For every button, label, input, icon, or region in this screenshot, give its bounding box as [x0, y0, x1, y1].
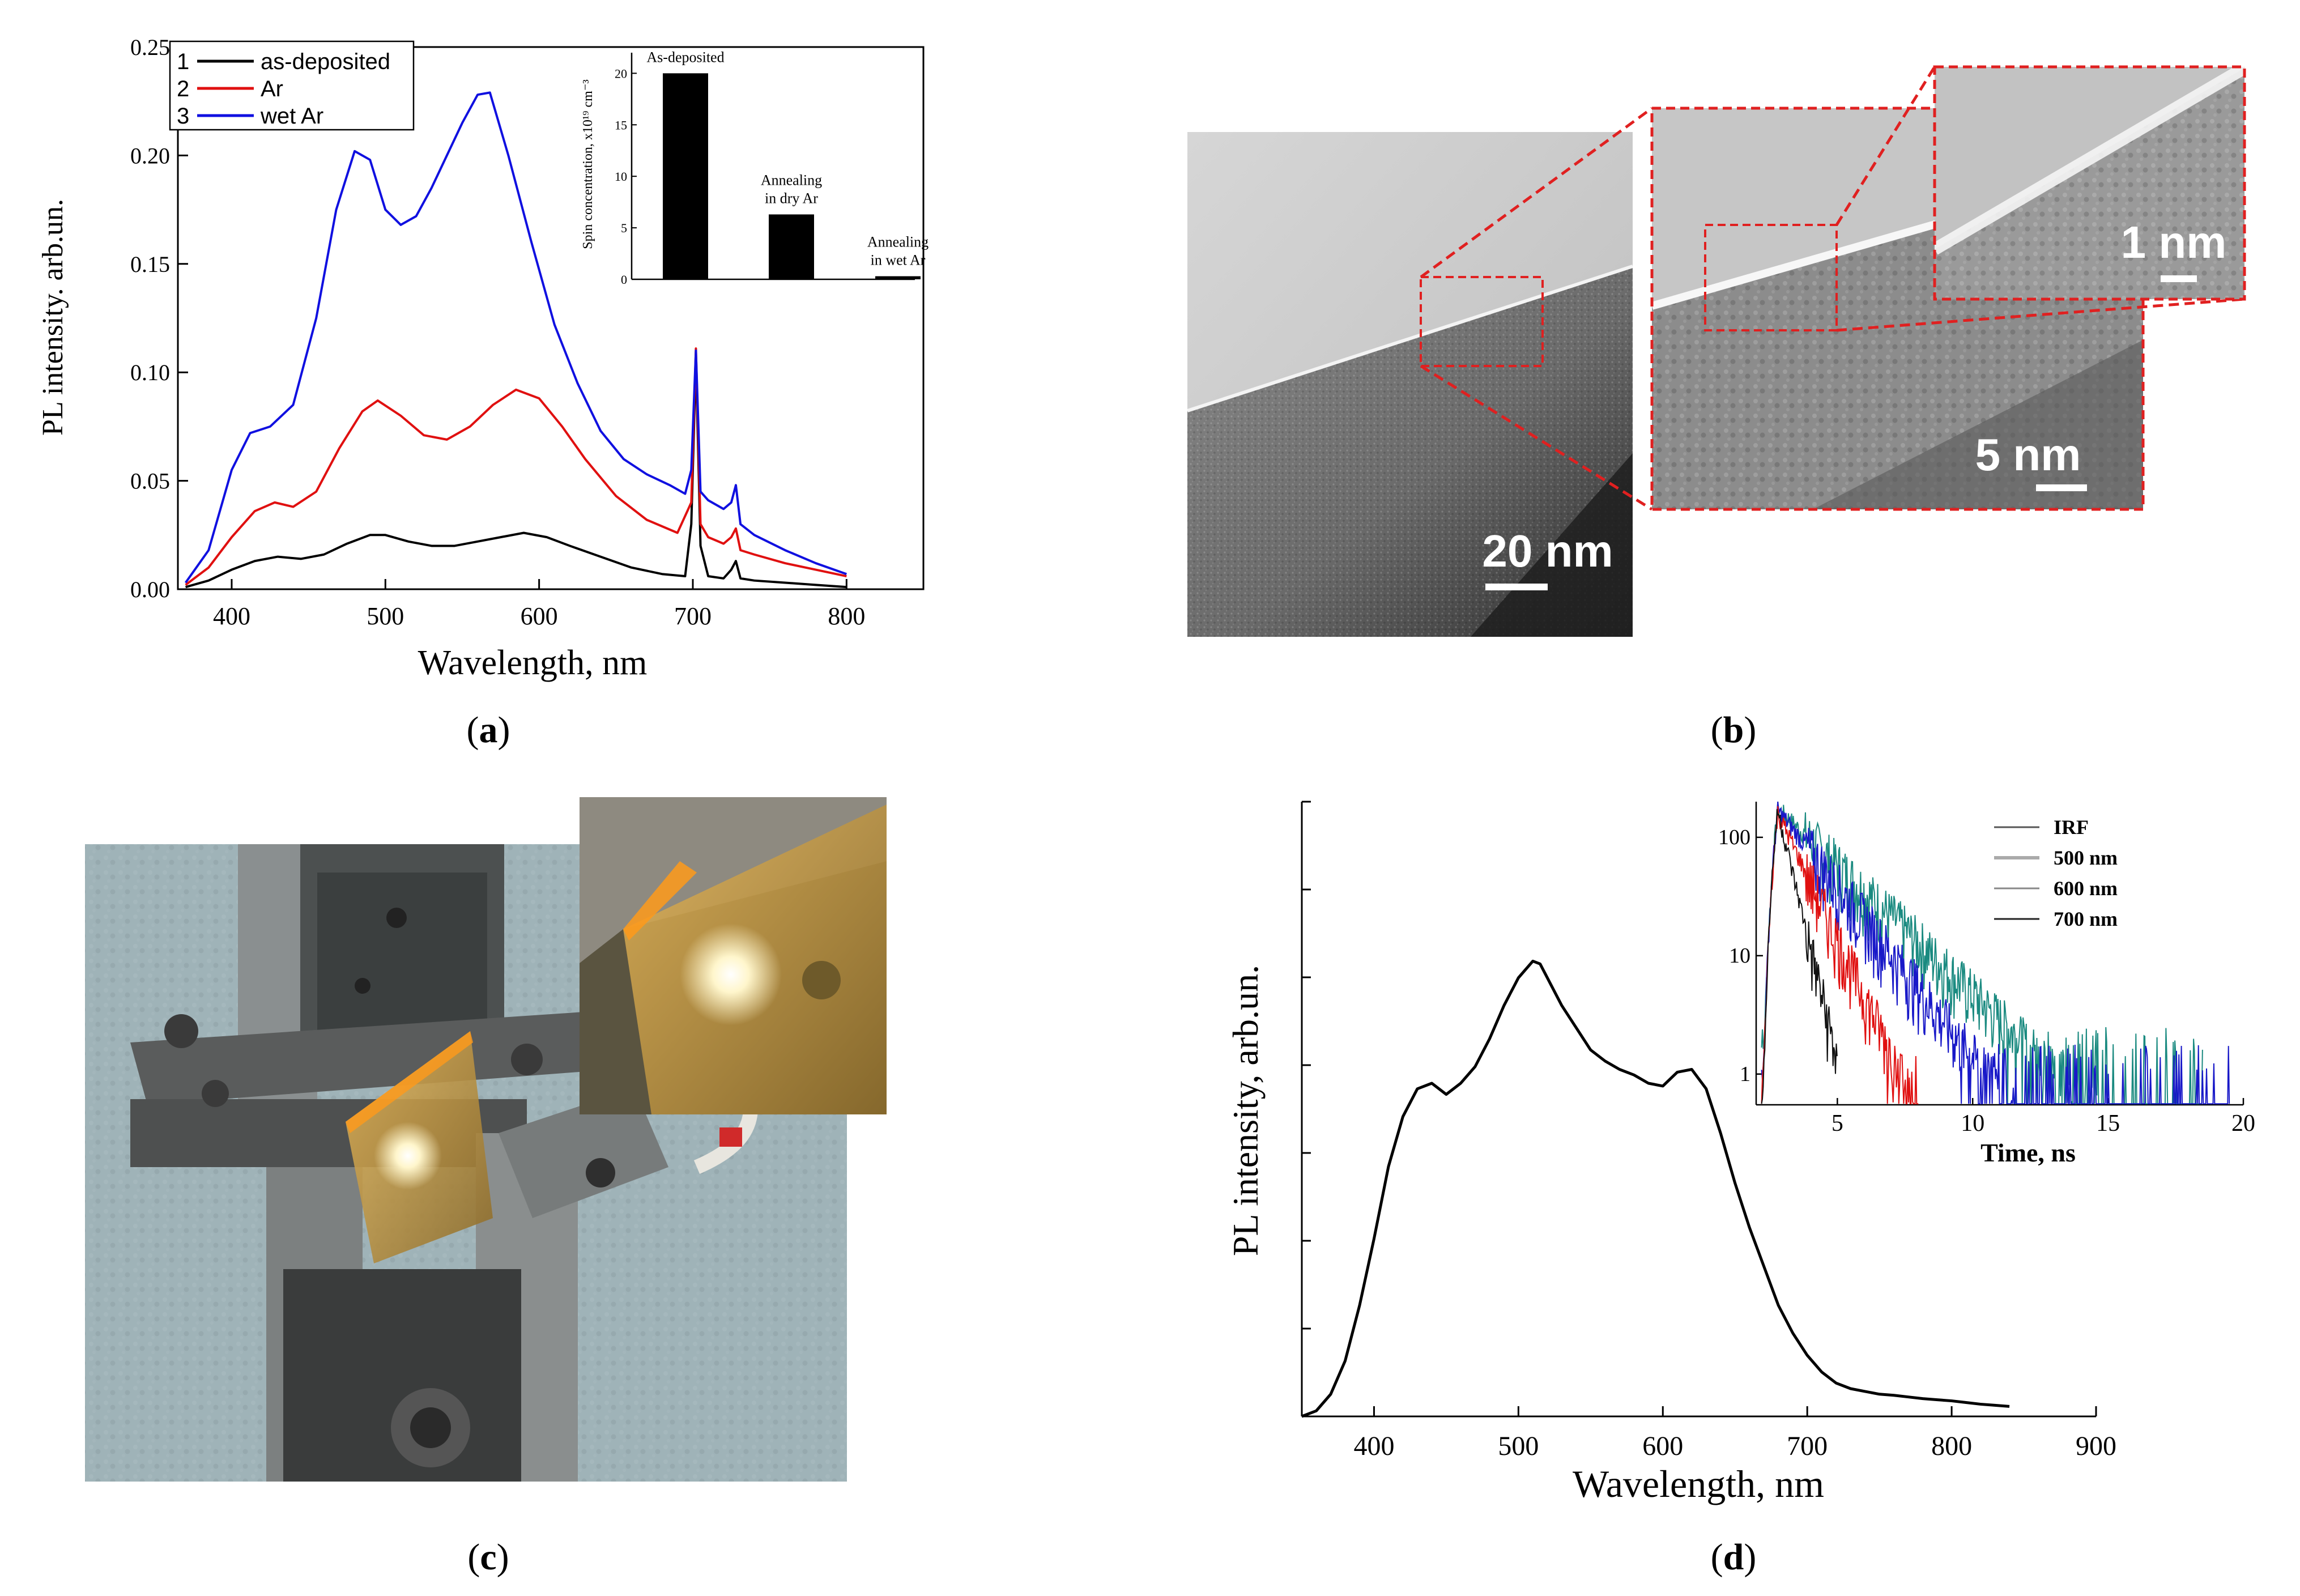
d-inset-series-500-nm [1761, 806, 1919, 1105]
a-ytick-label: 0.05 [130, 469, 170, 494]
a-inset-bar-label: in wet Ar [871, 252, 926, 269]
c-photo-inset [580, 797, 887, 1114]
a-legend-label: wet Ar [260, 104, 323, 129]
b-zoom-frame-1 [1650, 107, 2145, 511]
a-xtick-label: 500 [367, 602, 404, 630]
a-ylabel: PL intensity. arb.un. [37, 199, 69, 436]
d-xtick-label: 900 [2076, 1431, 2116, 1461]
a-axis-ticks: 400 500 600 700 800 0.00 0.05 0.10 0.15 0.20 0.25 [130, 35, 865, 630]
b-zoom-frame-2 [1933, 65, 2246, 301]
d-inset-xlabel: Time, ns [1980, 1138, 2076, 1167]
d-inset-legend-label: IRF [2054, 816, 2089, 839]
a-inset-ytick-label: 0 [621, 273, 627, 287]
d-inset-legend-label: 700 nm [2054, 908, 2118, 930]
panel-label-a: (a) [467, 709, 510, 751]
a-inset-bar [769, 214, 814, 279]
b-zoom-connector-top [1420, 107, 1653, 279]
b-scale-20nm-bar [1485, 584, 1548, 590]
panel-label-b: (b) [1711, 709, 1757, 751]
d-inset-xtick-label: 10 [1961, 1110, 1984, 1137]
a-ytick-label: 0.25 [130, 35, 170, 60]
d-series-lines [1301, 959, 2010, 1418]
d-xtick-label: 700 [1787, 1431, 1828, 1461]
a-inset-ytick-label: 10 [615, 169, 627, 184]
d-inset-ytick-label: 1 [1740, 1062, 1750, 1086]
d-xtick-label: 600 [1642, 1431, 1683, 1461]
d-xtick-label: 800 [1931, 1431, 1972, 1461]
b-tem-image-main [1187, 132, 1633, 637]
b-tem-image-hr [1935, 67, 2244, 299]
a-legend-label: as-deposited [261, 49, 390, 74]
a-legend-number: 2 [177, 76, 189, 101]
d-inset-xtick-label: 15 [2096, 1110, 2120, 1137]
a-inset-ytick-label: 15 [615, 118, 627, 132]
a-xlabel: Wavelength, nm [418, 644, 648, 682]
a-xtick-label: 400 [213, 602, 250, 630]
a-series-as-deposited [185, 358, 847, 589]
d-xtick-label: 400 [1353, 1431, 1394, 1461]
a-inset-ytick-label: 5 [621, 221, 627, 235]
a-inset-bar-label: Annealing [867, 234, 928, 250]
d-inset-xtick-label: 5 [1832, 1110, 1843, 1137]
a-series-wet-ar [184, 91, 847, 584]
a-inset-ytick-label: 20 [615, 66, 627, 80]
a-inset-bar [875, 276, 921, 279]
b-zoom-box-1 [1420, 276, 1544, 367]
d-xlabel: Wavelength, nm [1573, 1462, 1824, 1505]
a-ytick-label: 0.10 [130, 360, 170, 385]
a-ytick-label: 0.00 [130, 577, 170, 602]
d-xtick-label: 500 [1498, 1431, 1539, 1461]
panel-d: 400 500 600 700 800 900 Wavelength, nm PL int… [1225, 801, 2255, 1578]
b-zoom-connector-2-bottom [1836, 297, 2245, 332]
b-zoom-box-2 [1704, 224, 1838, 331]
a-xtick-label: 600 [521, 602, 558, 630]
d-inset-legend-label: 500 nm [2054, 846, 2118, 869]
a-legend-label: Ar [261, 76, 283, 101]
b-zoom-connector-bottom [1420, 364, 1653, 511]
panel-label-c: (c) [467, 1537, 509, 1578]
a-legend: 1 as-deposited 2 Ar 3 wet Ar [169, 40, 415, 131]
b-scale-5nm-label: 5 nm [1975, 429, 2081, 480]
b-scale-1nm-label: 1 nm [2121, 217, 2227, 267]
a-inset-bar-label: Annealing [761, 172, 822, 188]
b-scale-20nm-label: 20 nm [1482, 526, 1613, 576]
a-inset-ylabel: Spin concentration, x10¹⁹ cm⁻³ [581, 79, 595, 249]
b-scale-1nm-bar [2161, 275, 2197, 282]
d-axis-ticks: 400 500 600 700 800 900 [1302, 801, 2116, 1461]
c-photo-apparatus [85, 844, 847, 1482]
a-inset-bar-label: As-deposited [646, 49, 724, 65]
a-xtick-label: 700 [674, 602, 712, 630]
a-xtick-label: 800 [828, 602, 865, 630]
d-inset-decay-chart: 5 10 15 20 1 10 100 IRF 500 nm 600 nm 700 nm Time,… [1718, 801, 2255, 1167]
a-series-ar [185, 347, 847, 586]
d-inset-ytick-label: 10 [1729, 944, 1750, 968]
d-inset-ytick-label: 100 [1718, 825, 1750, 849]
a-legend-number: 1 [177, 49, 189, 74]
d-inset-series-600-nm [1761, 801, 2230, 1105]
d-inset-legend-label: 600 nm [2054, 877, 2118, 900]
a-legend-number: 3 [177, 104, 189, 129]
d-inset-xtick-label: 20 [2231, 1110, 2255, 1137]
b-scale-5nm-bar [2036, 484, 2087, 491]
a-inset-bar-chart: 0 5 10 15 20 As-deposited Annealing in dry Ar An… [581, 49, 928, 287]
a-ytick-label: 0.20 [130, 143, 170, 168]
d-series-pl-spectrum [1301, 959, 2010, 1418]
panel-c: (c) [85, 797, 887, 1578]
d-ylabel: PL intensity, arb.un. [1225, 965, 1266, 1256]
a-inset-bar-label: in dry Ar [765, 190, 818, 206]
a-inset-bar [663, 73, 708, 279]
panel-b: 20 nm 5 nm 1 nm (b) [1187, 65, 2246, 751]
panel-a: 400 500 600 700 8000.000.050.100.150.200.25 … [37, 35, 928, 751]
a-plot-frame [177, 46, 925, 590]
a-ytick-label: 0.15 [130, 252, 170, 277]
panel-label-d: (d) [1711, 1537, 1757, 1578]
a-series-lines [184, 91, 847, 589]
d-inset-series-irf [1761, 809, 1838, 1104]
